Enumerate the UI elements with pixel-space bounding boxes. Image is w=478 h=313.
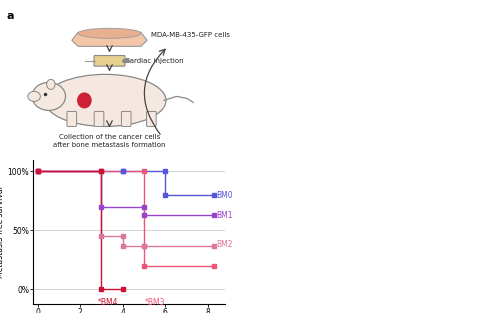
Text: *BM4: *BM4 <box>98 298 118 307</box>
Text: a: a <box>7 11 14 21</box>
Text: BM2: BM2 <box>216 240 233 249</box>
Text: BM0: BM0 <box>216 191 233 199</box>
Ellipse shape <box>28 91 40 101</box>
Y-axis label: Metastasis-free survival: Metastasis-free survival <box>0 186 5 278</box>
Ellipse shape <box>32 82 65 110</box>
FancyBboxPatch shape <box>94 55 125 66</box>
FancyBboxPatch shape <box>67 111 76 126</box>
Text: Collection of the cancer cells
after bone metastasis formation: Collection of the cancer cells after bon… <box>53 135 166 148</box>
Polygon shape <box>72 32 147 46</box>
Text: BM1: BM1 <box>216 211 233 220</box>
Ellipse shape <box>44 74 166 126</box>
FancyBboxPatch shape <box>121 111 131 126</box>
Text: Cardiac injection: Cardiac injection <box>125 58 184 64</box>
Ellipse shape <box>78 28 141 38</box>
FancyBboxPatch shape <box>147 111 156 126</box>
FancyBboxPatch shape <box>94 111 104 126</box>
Text: *BM3: *BM3 <box>144 298 165 307</box>
Text: MDA-MB-435-GFP cells: MDA-MB-435-GFP cells <box>152 32 230 38</box>
Ellipse shape <box>77 92 92 108</box>
Ellipse shape <box>47 80 55 90</box>
